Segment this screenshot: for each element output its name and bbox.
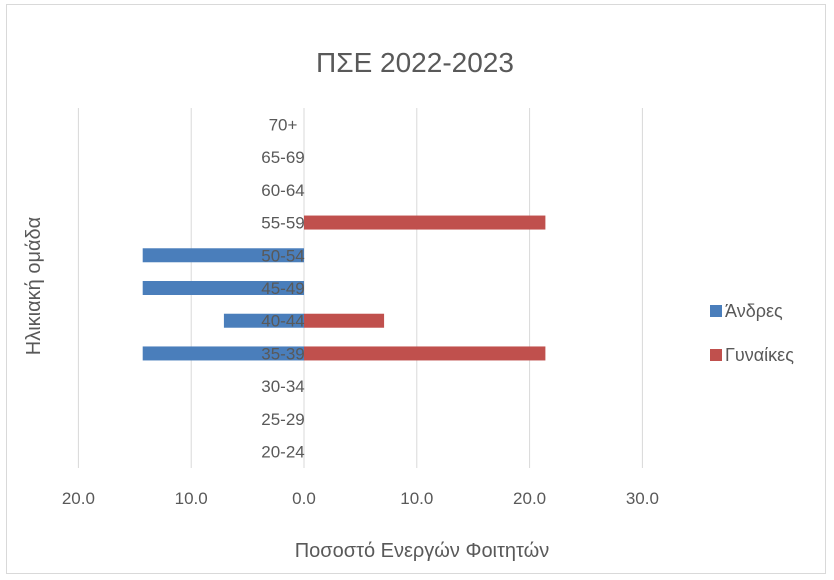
x-tick-labels: 20.0 10.0 0.0 10.0 20.0 30.0 bbox=[62, 489, 659, 508]
legend-label: Άνδρες bbox=[725, 301, 783, 321]
x-tick-label: 0.0 bbox=[292, 489, 316, 508]
bar bbox=[142, 248, 304, 263]
x-tick-label: 10.0 bbox=[400, 489, 433, 508]
category-label: 70+ bbox=[269, 115, 298, 134]
category-label: 55-59 bbox=[261, 214, 304, 233]
x-tick-label: 10.0 bbox=[175, 489, 208, 508]
category-label: 25-29 bbox=[261, 410, 304, 429]
category-label: 65-69 bbox=[261, 148, 304, 167]
category-label: 30-34 bbox=[261, 377, 304, 396]
bar bbox=[223, 313, 304, 328]
bar bbox=[142, 281, 304, 295]
category-labels: 20-24 25-29 30-34 35-39 40-44 45-49 50-54 55-59… bbox=[261, 115, 304, 461]
bar bbox=[304, 313, 385, 328]
category-label: 45-49 bbox=[261, 279, 304, 298]
legend-label: Γυναίκες bbox=[725, 345, 794, 365]
bar bbox=[142, 346, 304, 361]
legend-swatch bbox=[710, 305, 722, 317]
category-label: 50-54 bbox=[261, 246, 304, 265]
chart-area bbox=[6, 4, 826, 574]
gridlines bbox=[77, 108, 643, 468]
x-tick-label: 20.0 bbox=[513, 489, 546, 508]
category-label: 40-44 bbox=[261, 312, 304, 331]
category-label: 35-39 bbox=[261, 344, 304, 363]
x-tick-label: 20.0 bbox=[62, 489, 95, 508]
x-axis-title: Ποσοστό Ενεργών Φοιτητών bbox=[295, 540, 550, 562]
legend: Άνδρες Γυναίκες bbox=[710, 301, 794, 365]
bar bbox=[304, 215, 546, 230]
bars bbox=[142, 215, 546, 361]
chart-title: ΠΣΕ 2022-2023 bbox=[316, 47, 514, 78]
legend-swatch bbox=[710, 349, 722, 361]
category-label: 60-64 bbox=[261, 181, 304, 200]
bar bbox=[304, 346, 546, 361]
x-tick-label: 30.0 bbox=[626, 489, 659, 508]
category-label: 20-24 bbox=[261, 443, 304, 462]
y-axis-title: Ηλικιακή ομάδα bbox=[23, 217, 45, 355]
